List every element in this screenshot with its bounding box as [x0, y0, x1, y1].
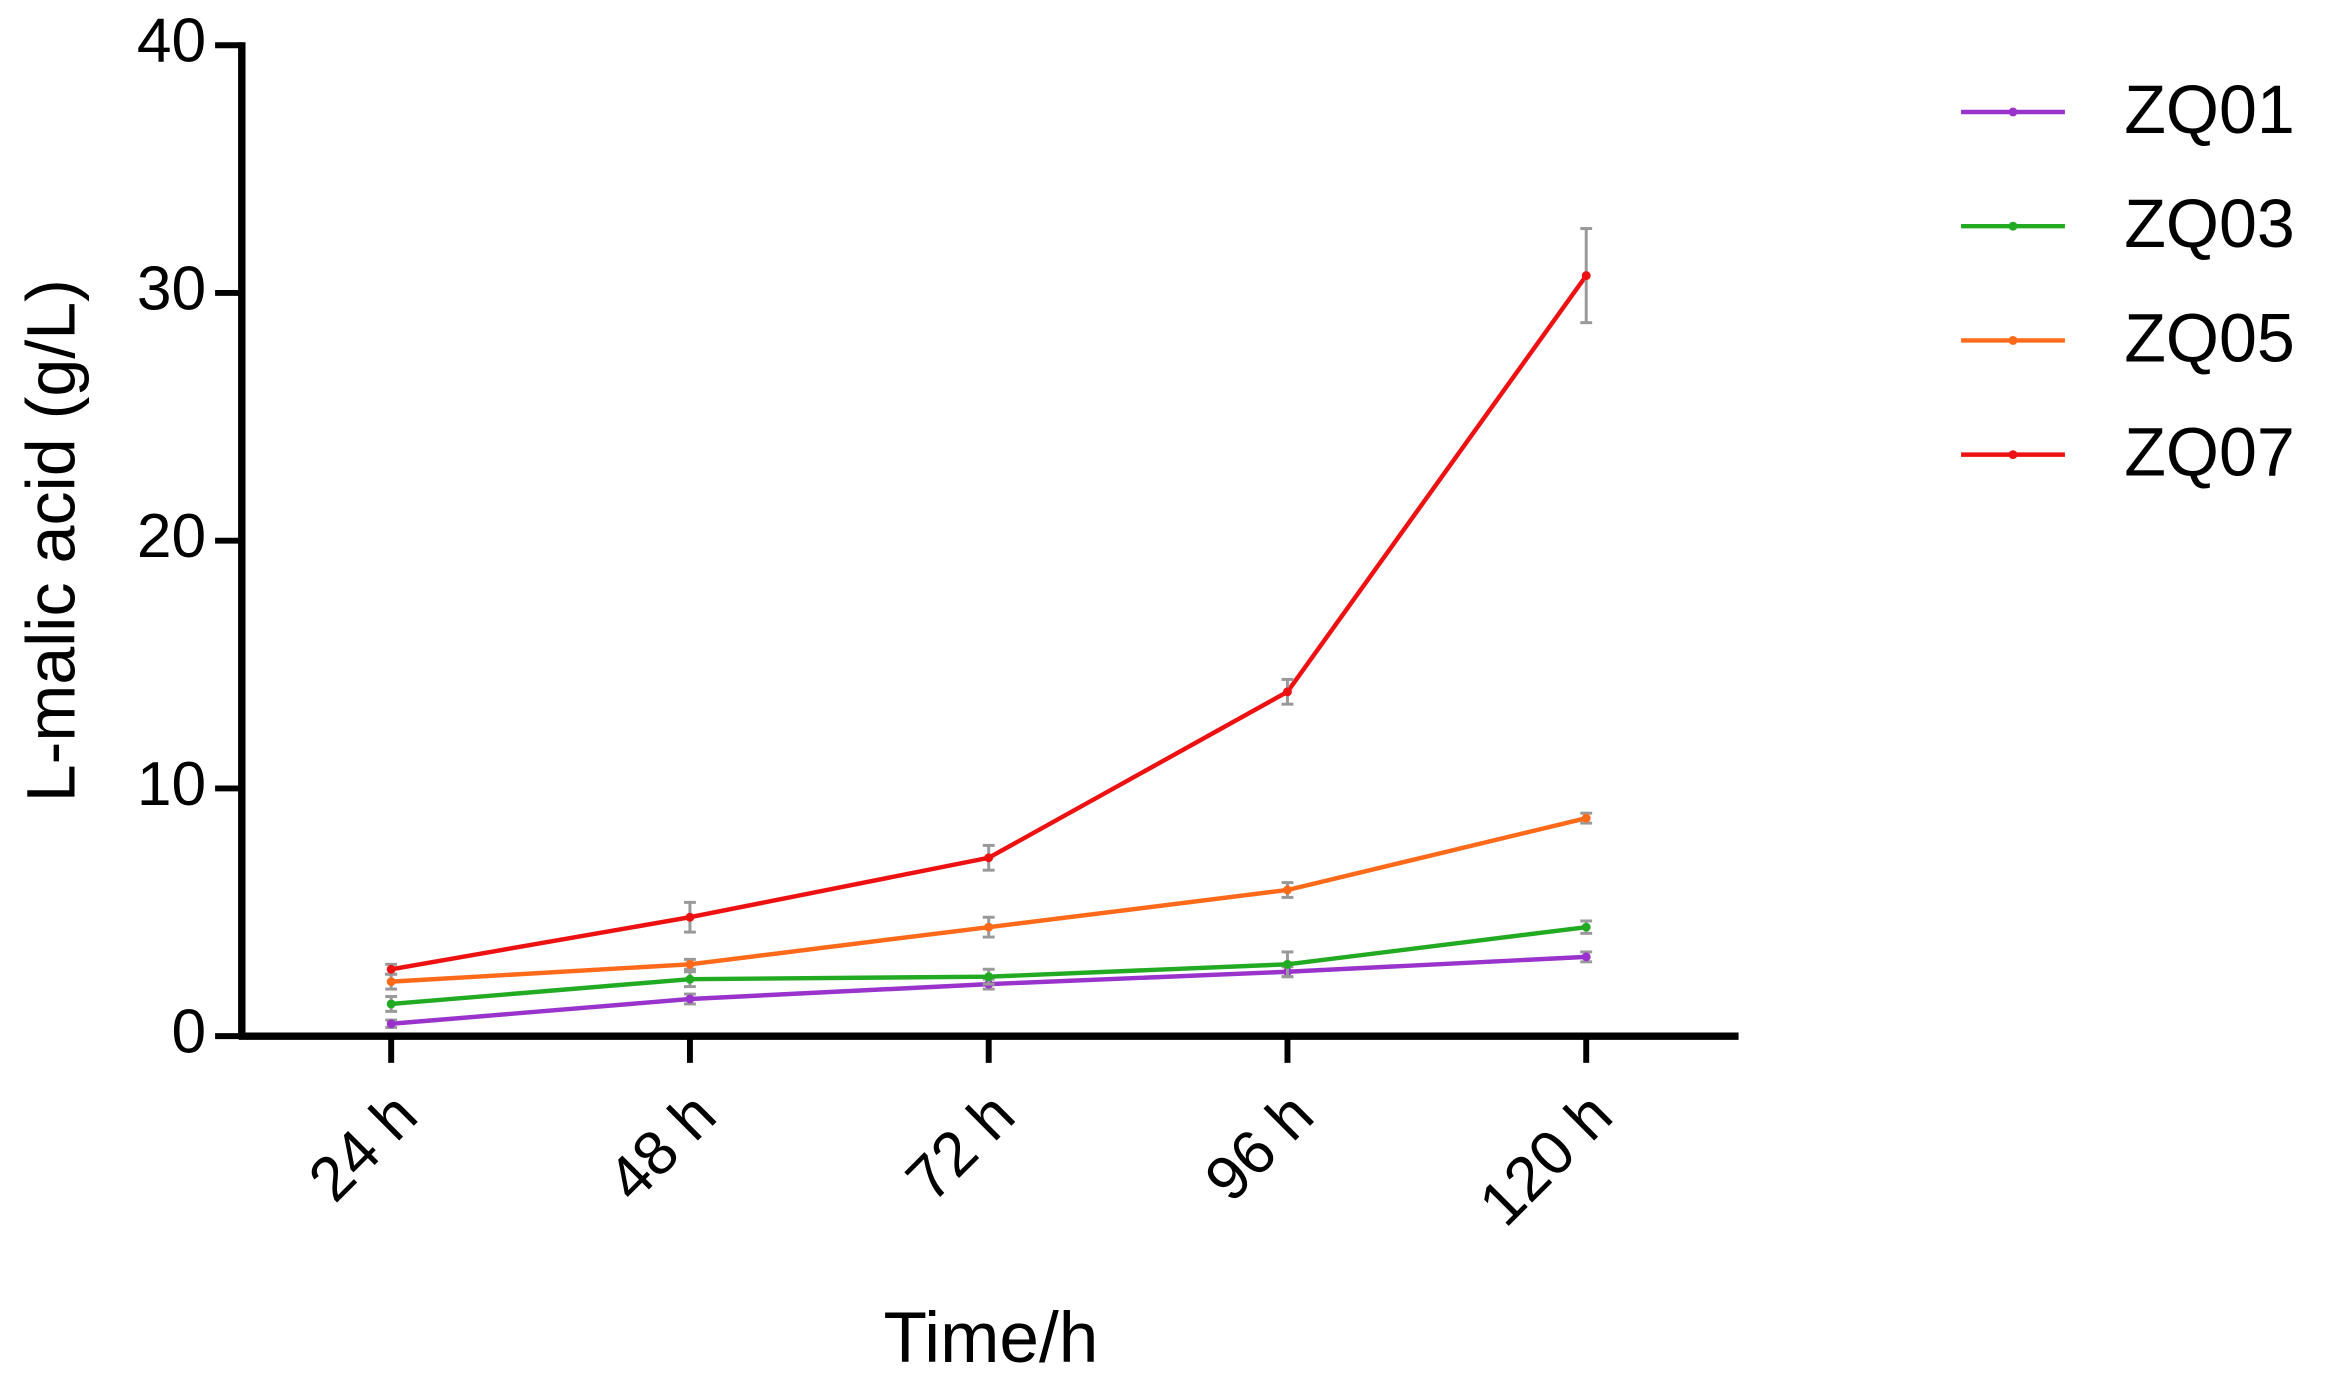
data-point: [1283, 885, 1292, 895]
data-point: [386, 977, 396, 987]
x-tick-label: 48 h: [595, 1080, 730, 1215]
legend-label: ZQ03: [2124, 186, 2295, 262]
data-point: [1283, 959, 1292, 969]
legend-marker: [2008, 335, 2018, 345]
legend-label: ZQ01: [2124, 72, 2295, 148]
x-tick-label: 120 h: [1467, 1080, 1626, 1239]
y-tick-label: 0: [172, 998, 207, 1067]
legend-marker: [2008, 450, 2018, 460]
data-point: [984, 922, 994, 932]
data-point: [1581, 952, 1591, 962]
x-tick-label: 96 h: [1192, 1080, 1327, 1215]
data-point: [984, 853, 994, 863]
y-tick-label: 30: [137, 254, 206, 323]
data-point: [685, 912, 695, 922]
series-line: [391, 815, 1587, 984]
data-point: [685, 974, 695, 984]
data-point: [1581, 922, 1591, 932]
legend-label: ZQ07: [2124, 415, 2295, 491]
data-point: [685, 959, 695, 969]
x-tick-label: 72 h: [894, 1080, 1029, 1215]
data-point: [1283, 687, 1292, 697]
x-axis-label: Time/h: [883, 1299, 1098, 1378]
data-point: [386, 1019, 396, 1029]
data-point: [386, 964, 396, 974]
y-axis-label: L-malic acid (g/L): [13, 279, 89, 802]
legend-label: ZQ05: [2124, 300, 2295, 376]
data-point: [386, 999, 396, 1009]
data-point: [984, 972, 994, 982]
data-point: [1581, 813, 1591, 823]
data-point: [1581, 271, 1591, 281]
y-tick-label: 20: [137, 502, 206, 571]
legend-marker: [2008, 221, 2018, 231]
y-tick-label: 40: [137, 7, 206, 76]
data-point: [685, 994, 695, 1004]
y-tick-label: 10: [137, 750, 206, 819]
legend-marker: [2008, 107, 2018, 117]
x-tick-label: 24 h: [296, 1080, 431, 1215]
